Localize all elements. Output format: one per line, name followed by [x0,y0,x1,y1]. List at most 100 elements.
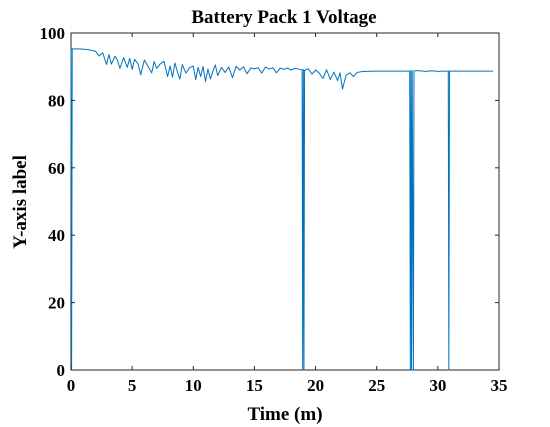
data-point [419,70,420,72]
data-point [224,72,226,73]
data-point [413,369,414,371]
data-point [126,66,128,68]
data-point [114,55,116,57]
data-point [474,70,475,72]
data-point [176,71,178,73]
data-point [174,62,176,64]
data-point [449,70,450,72]
data-point [329,79,331,80]
y-tick-label: 40 [48,226,65,245]
data-point [71,48,73,50]
y-axis-title: Y-axis label [10,155,31,249]
data-point [159,63,161,65]
x-tick-label: 5 [128,376,137,395]
data-point [257,67,259,69]
data-point [307,68,309,70]
data-point [261,72,263,74]
y-tick-label: 20 [48,294,65,313]
data-point [207,68,209,70]
data-point [147,65,149,67]
data-point [205,81,206,82]
data-point [195,79,197,80]
data-point [339,72,341,74]
data-point [239,69,241,71]
data-point [246,73,248,75]
data-point [88,49,90,51]
data-point [254,68,255,70]
data-point [461,70,463,72]
data-point [492,70,494,72]
data-point [294,67,296,69]
data-point [272,67,274,69]
data-point [276,72,277,74]
data-point [137,63,139,65]
data-point [388,70,390,72]
data-point [279,67,281,69]
y-tick-label: 0 [57,361,66,380]
data-point [315,69,316,71]
data-point [117,59,118,61]
data-point [76,48,78,50]
data-point [268,68,270,70]
data-point [70,49,72,51]
data-point [333,71,335,73]
data-point [337,80,338,81]
y-tick-label: 60 [48,159,65,178]
data-point [98,55,100,57]
data-point [243,66,244,68]
data-point [179,78,181,80]
data-point [283,69,285,70]
data-point [102,52,104,54]
data-point [200,76,202,77]
data-point [202,66,204,68]
data-point [163,60,165,62]
data-point [156,67,158,69]
x-tick-label: 30 [429,376,446,395]
data-point [326,69,327,71]
data-point [232,77,233,78]
data-point [217,75,219,76]
data-point [409,70,411,72]
data-point [322,78,324,79]
data-point [131,69,133,70]
data-point [342,88,343,90]
data-point [189,67,191,69]
data-point [448,369,450,371]
data-point [134,58,135,60]
data-point [301,69,303,71]
data-point [210,78,211,80]
data-point [486,70,488,72]
data-point [106,63,107,65]
x-tick-label: 0 [67,376,76,395]
y-tick-label: 100 [40,24,66,43]
data-point [360,71,362,73]
data-point [298,68,299,70]
data-point [265,66,266,68]
data-point [197,66,199,68]
x-tick-label: 20 [307,376,324,395]
data-point [411,369,412,371]
data-point [192,65,194,67]
data-point [431,70,433,72]
data-point [411,70,413,72]
data-point [349,72,351,74]
data-point [364,71,365,72]
data-point [303,369,305,371]
series-layer [70,48,494,371]
data-point [221,66,222,68]
data-point [140,74,142,76]
data-point [400,70,402,72]
data-point [95,50,96,52]
x-tick-label: 15 [246,376,263,395]
data-point [167,76,169,77]
data-point [169,65,171,67]
data-point [437,71,439,72]
data-point [82,48,84,50]
data-point [304,70,305,71]
data-point [318,72,320,74]
data-point [185,72,187,74]
data-point [228,66,230,68]
data-point [250,67,252,69]
